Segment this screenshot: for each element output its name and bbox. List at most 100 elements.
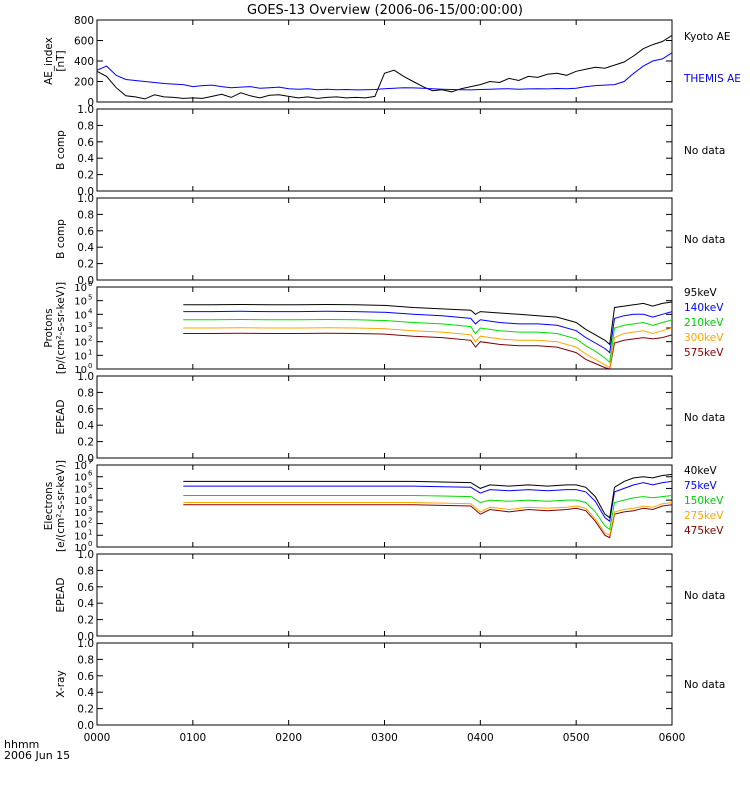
y-tick-exponent: 1 xyxy=(88,348,92,356)
series-group xyxy=(183,473,672,539)
series-line xyxy=(183,301,672,346)
series-line xyxy=(97,34,672,100)
y-tick-label: 10 xyxy=(74,484,87,495)
y-tick-label: 0.0 xyxy=(77,186,94,198)
series-line xyxy=(183,310,672,354)
legend-entry: 75keV xyxy=(684,480,718,492)
panel-frame xyxy=(96,108,673,192)
y-tick-label: 1.0 xyxy=(77,549,94,561)
legend-entry: THEMIS AE xyxy=(683,73,741,85)
y-axis-label: X-ray xyxy=(55,670,67,697)
y-tick-label: 10 xyxy=(74,338,87,349)
y-tick-exponent: 3 xyxy=(88,321,92,329)
y-tick-label: 0.0 xyxy=(77,275,94,287)
y-tick-label: 0.2 xyxy=(77,170,94,182)
y-tick-exponent: 6 xyxy=(88,280,93,288)
series-line xyxy=(183,480,672,523)
y-axis-label: B comp xyxy=(55,130,67,170)
y-tick-label: 600 xyxy=(74,36,94,48)
series-group xyxy=(97,34,672,100)
y-tick-label: 1.0 xyxy=(77,104,94,116)
no-data-label: No data xyxy=(684,145,725,157)
y-tick-exponent: 4 xyxy=(88,307,93,315)
series-line xyxy=(97,52,672,91)
y-axis-label: [p/(cm²-s-sr-keV)] xyxy=(55,282,67,374)
y-tick-label: 1.0 xyxy=(77,638,94,650)
panel-frame xyxy=(96,286,673,370)
series-line xyxy=(183,502,672,537)
y-tick-label: 10 xyxy=(74,496,87,507)
y-tick-label: 200 xyxy=(74,77,94,89)
time-axis-label: hhmm xyxy=(4,738,39,751)
legend-entry: 210keV xyxy=(684,317,724,329)
y-tick-label: 0.2 xyxy=(77,259,94,271)
no-data-label: No data xyxy=(684,412,725,424)
series-line xyxy=(183,318,672,364)
y-axis-label: AE_index xyxy=(43,37,55,85)
y-axis-label: B comp xyxy=(55,219,67,259)
series-line xyxy=(183,332,672,369)
y-tick-label: 0.2 xyxy=(77,704,94,716)
series-group xyxy=(183,301,672,369)
y-tick-label: 0.4 xyxy=(77,598,94,610)
y-tick-exponent: 2 xyxy=(88,517,92,525)
legend-entry: 475keV xyxy=(684,525,724,537)
y-axis-label: [e/(cm²-s-sr-keV)] xyxy=(55,460,67,552)
y-tick-label: 10 xyxy=(74,508,87,519)
y-tick-label: 0.6 xyxy=(77,226,94,238)
legend-entry: 140keV xyxy=(684,302,724,314)
y-tick-exponent: 6 xyxy=(88,470,93,478)
y-tick-label: 1.0 xyxy=(77,371,94,383)
y-axis-label: [nT] xyxy=(55,50,67,71)
x-tick-label: 0200 xyxy=(275,732,302,744)
y-axis-label: EPEAD xyxy=(55,578,67,613)
y-tick-label: 0.2 xyxy=(77,615,94,627)
y-tick-label: 0.4 xyxy=(77,242,94,254)
y-tick-label: 10 xyxy=(74,520,87,531)
y-tick-label: 0.4 xyxy=(77,420,94,432)
y-tick-label: 10 xyxy=(74,310,87,321)
y-tick-exponent: 4 xyxy=(88,493,93,501)
panel-frame xyxy=(96,19,673,103)
y-tick-exponent: 0 xyxy=(88,362,92,370)
y-tick-label: 0.4 xyxy=(77,153,94,165)
panel-frame xyxy=(96,642,673,726)
figure-title: GOES-13 Overview (2006-06-15/00:00:00) xyxy=(247,3,523,18)
y-tick-exponent: 5 xyxy=(88,294,92,302)
y-tick-label: 10 xyxy=(74,324,87,335)
legend-entry: 275keV xyxy=(684,510,724,522)
legend-entry: 95keV xyxy=(684,287,718,299)
date-label: 2006 Jun 15 xyxy=(4,749,70,762)
x-tick-label: 0000 xyxy=(84,732,111,744)
panel-frame xyxy=(96,464,673,548)
panel-4: 0.0 0.2 0.4 0.6 0.8 1.0 EPEAD No data xyxy=(55,371,725,465)
x-tick-label: 0400 xyxy=(467,732,494,744)
series-line xyxy=(183,473,672,519)
y-tick-label: 0.8 xyxy=(77,209,94,221)
legend-entry: 150keV xyxy=(684,495,724,507)
y-tick-exponent: 3 xyxy=(88,505,92,513)
panel-frame xyxy=(96,375,673,459)
y-tick-label: 10 xyxy=(74,461,87,472)
panel-0: 0 200 400 600 800 AE_index [nT] Kyoto AE THEMIS … xyxy=(43,15,741,109)
x-tick-label: 0500 xyxy=(563,732,590,744)
y-tick-label: 0.6 xyxy=(77,404,94,416)
panel-2: 0.0 0.2 0.4 0.6 0.8 1.0 B comp No data xyxy=(55,193,725,287)
time-axis: 0000 0100 0200 0300 0400 0500 0600 xyxy=(84,732,686,744)
y-tick-label: 0.2 xyxy=(77,437,94,449)
legend-entry: 575keV xyxy=(684,347,724,359)
y-axis-label: Protons xyxy=(43,308,55,347)
y-axis-label: EPEAD xyxy=(55,400,67,435)
y-tick-label: 0.0 xyxy=(77,453,94,465)
y-tick-label: 0.4 xyxy=(77,687,94,699)
y-tick-label: 0.6 xyxy=(77,671,94,683)
y-tick-exponent: 2 xyxy=(88,335,92,343)
x-tick-label: 0600 xyxy=(659,732,686,744)
y-tick-exponent: 5 xyxy=(88,481,92,489)
series-line xyxy=(183,327,672,369)
y-tick-label: 0.6 xyxy=(77,137,94,149)
